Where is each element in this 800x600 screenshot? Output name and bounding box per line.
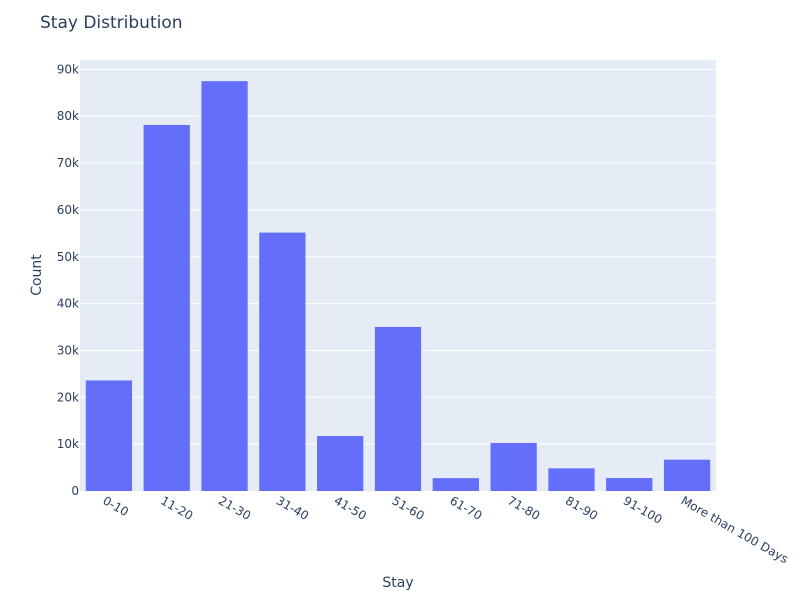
y-tick-label: 30k	[57, 343, 79, 357]
bar-31-40[interactable]	[259, 232, 306, 491]
x-tick-label: 11-20	[158, 493, 195, 523]
x-axis-ticks: 0-10 11-20 21-30 31-40 41-50 51-60 61-70 71-80 8…	[100, 493, 790, 566]
x-tick-label: 81-90	[563, 493, 600, 523]
y-tick-label: 10k	[57, 437, 79, 451]
y-tick-label: 40k	[57, 297, 79, 311]
y-tick-label: 20k	[57, 390, 79, 404]
x-tick-label: 91-100	[621, 493, 665, 526]
x-tick-label: More than 100 Days	[679, 493, 791, 566]
x-tick-label: 21-30	[216, 493, 253, 523]
bar-41-50[interactable]	[317, 435, 364, 491]
x-tick-label: 61-70	[447, 493, 484, 523]
bar-61-70[interactable]	[432, 478, 479, 491]
bar-11-20[interactable]	[143, 124, 190, 492]
x-tick-label: 0-10	[100, 493, 131, 519]
bar-more-than-100-days[interactable]	[663, 459, 711, 491]
bar-81-90[interactable]	[548, 468, 595, 491]
x-tick-label: 31-40	[274, 493, 311, 523]
bars	[85, 81, 711, 492]
y-tick-label: 90k	[57, 62, 79, 76]
y-axis-label: Count	[29, 254, 45, 296]
y-tick-label: 0	[71, 484, 79, 498]
x-tick-label: 51-60	[390, 493, 427, 523]
y-tick-label: 80k	[57, 109, 79, 123]
y-tick-label: 50k	[57, 250, 79, 264]
x-tick-label: 41-50	[332, 493, 369, 523]
bar-91-100[interactable]	[606, 478, 653, 491]
y-tick-label: 70k	[57, 156, 79, 170]
bar-0-10[interactable]	[85, 380, 133, 491]
y-tick-label: 60k	[57, 203, 79, 217]
bar-51-60[interactable]	[374, 326, 422, 491]
x-axis-label: Stay	[382, 575, 413, 591]
y-axis-ticks: 0 10k 20k 30k 40k 50k 60k 70k 80k 90k	[57, 62, 79, 498]
chart-title: Stay Distribution	[40, 13, 183, 33]
bar-71-80[interactable]	[490, 442, 537, 491]
x-tick-label: 71-80	[505, 493, 542, 523]
bar-21-30[interactable]	[201, 81, 248, 491]
